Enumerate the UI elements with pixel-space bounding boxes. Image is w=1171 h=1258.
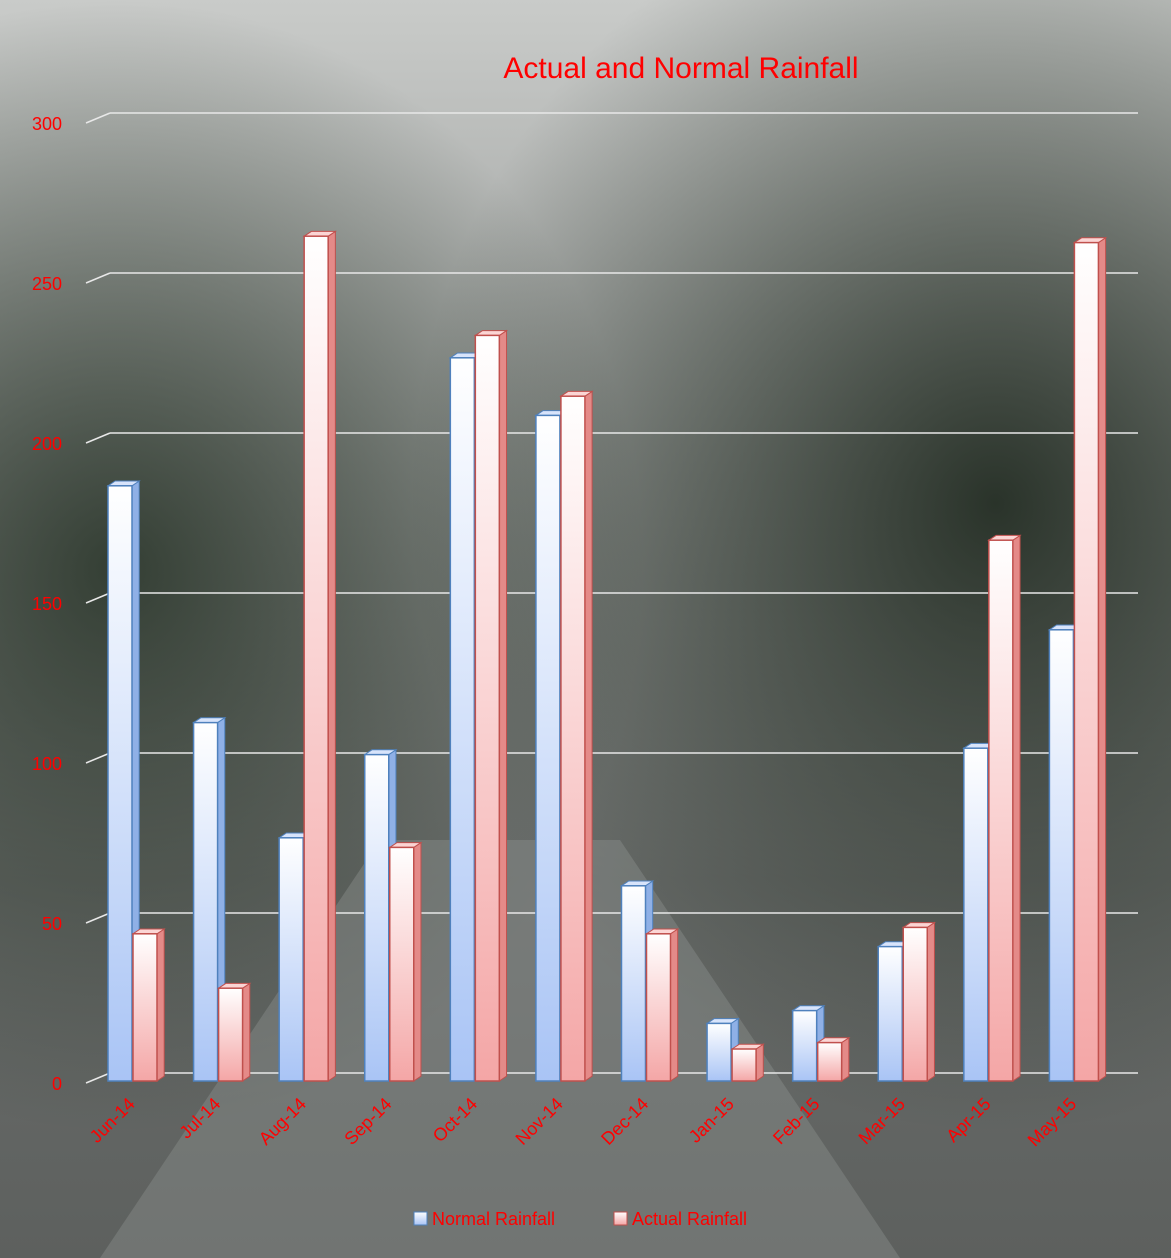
gridline-depth	[85, 592, 111, 604]
bar-actual	[901, 921, 937, 1082]
bar-actual	[816, 1036, 851, 1082]
y-axis-tick-labels: 0 50 100 150 200 250 300	[32, 114, 62, 1094]
legend-swatch-normal	[413, 1211, 428, 1226]
bar-actual	[559, 390, 594, 1082]
bar-actual	[644, 928, 680, 1082]
bars	[106, 230, 1108, 1082]
chart-title: Actual and Normal Rainfall	[503, 52, 858, 85]
gridline-depth	[85, 752, 111, 764]
y-tick-label: 0	[52, 1074, 62, 1094]
bar-actual	[216, 982, 252, 1082]
gridline-depth	[85, 112, 111, 124]
legend: Normal Rainfall Actual Rainfall	[413, 1209, 747, 1229]
gridline-depth	[85, 432, 111, 444]
y-tick-label: 300	[32, 114, 62, 134]
legend-swatch-actual	[613, 1211, 628, 1226]
y-tick-label: 150	[32, 594, 62, 614]
y-tick-label: 50	[42, 914, 62, 934]
gridline-depth	[85, 272, 111, 284]
bar-normal	[106, 480, 141, 1082]
bar-actual	[987, 534, 1022, 1082]
bar-actual	[302, 230, 338, 1082]
gridline-depth	[85, 912, 111, 924]
legend-label-normal: Normal Rainfall	[432, 1209, 555, 1229]
legend-label-actual: Actual Rainfall	[632, 1209, 747, 1229]
gridline-depth	[85, 1072, 111, 1084]
bar-actual	[730, 1043, 765, 1082]
bar-normal	[191, 716, 227, 1082]
y-tick-label: 250	[32, 274, 62, 294]
y-tick-label: 100	[32, 754, 62, 774]
bar-actual	[1072, 236, 1108, 1082]
bar-actual	[473, 329, 509, 1082]
bar-actual	[131, 928, 166, 1082]
bar-actual	[388, 841, 423, 1082]
y-tick-label: 200	[32, 434, 62, 454]
